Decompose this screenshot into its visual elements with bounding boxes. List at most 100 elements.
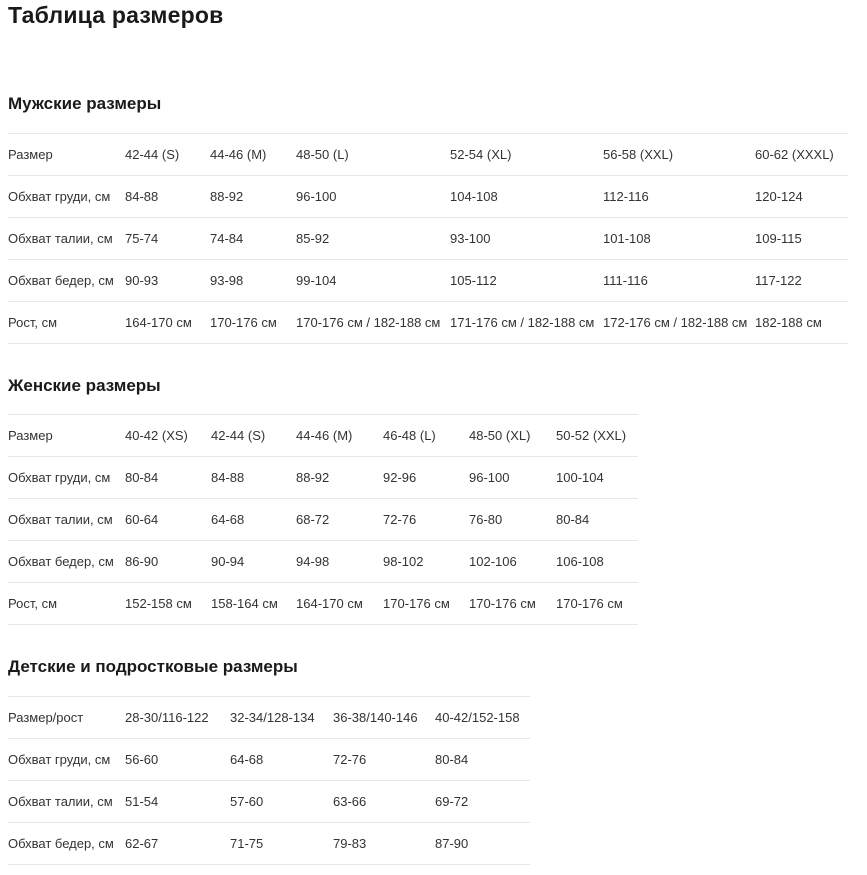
table-header-row: Размер/рост 28-30/116-122 32-34/128-134 36-…: [8, 696, 530, 738]
column-header: 50-52 (XXL): [556, 428, 627, 444]
row-label: Обхват груди, см: [8, 188, 111, 204]
table-row: Обхват талии, см 60-64 64-68 68-72 72-76 76-8…: [8, 498, 638, 541]
row-label: Обхват бедер, см: [8, 554, 114, 570]
table-cell: 170-176 см: [469, 596, 536, 612]
column-header: 56-58 (XXL): [603, 146, 674, 162]
table-cell: 92-96: [383, 470, 417, 486]
table-cell: 101-108: [603, 230, 651, 246]
table-row: Обхват груди, см 56-60 64-68 72-76 80-84: [8, 738, 530, 780]
row-label: Обхват талии, см: [8, 512, 113, 528]
table-cell: 96-100: [469, 470, 510, 486]
table-cell: 117-122: [755, 272, 802, 288]
column-header: 40-42/152-158: [435, 709, 520, 725]
table-row: Обхват груди, см 84-88 88-92 96-100 104-108 1…: [8, 175, 848, 217]
corner-header: Размер/рост: [8, 709, 84, 725]
section-heading-women: Женские размеры: [8, 375, 161, 395]
table-cell: 72-76: [333, 751, 367, 767]
table-cell: 57-60: [230, 793, 264, 809]
table-row: Рост, см 164-170 см 170-176 см 170-176 см /…: [8, 301, 848, 343]
spacer: [8, 28, 867, 62]
table-cell: 84-88: [125, 188, 159, 204]
row-label: Обхват бедер, см: [8, 835, 114, 851]
corner-header: Размер: [8, 428, 53, 444]
section-heading-men: Мужские размеры: [8, 94, 162, 114]
row-label: Обхват бедер, см: [8, 272, 114, 288]
table-cell: 90-93: [125, 272, 159, 288]
table-cell: 72-76: [383, 512, 417, 528]
table-cell: 99-104: [296, 272, 337, 288]
table-cell: 88-92: [296, 470, 330, 486]
table-cell: 171-176 см / 182-188 см: [450, 314, 595, 330]
section-women-sizes: Женские размеры Размер 40-42 (XS) 42-44 (S…: [8, 375, 867, 626]
column-header: 46-48 (L): [383, 428, 436, 444]
table-cell: 102-106: [469, 554, 517, 570]
table-cell: 96-100: [296, 188, 337, 204]
row-label: Обхват талии, см: [8, 230, 113, 246]
column-header: 40-42 (XS): [125, 428, 188, 444]
table-cell: 51-54: [125, 793, 159, 809]
table-cell: 68-72: [296, 512, 330, 528]
table-cell: 84-88: [211, 470, 245, 486]
table-cell: 90-94: [211, 554, 245, 570]
table-row: Обхват талии, см 75-74 74-84 85-92 93-100 101…: [8, 217, 848, 259]
row-label: Рост, см: [8, 314, 58, 330]
table-cell: 104-108: [450, 188, 498, 204]
column-header: 44-46 (M): [296, 428, 353, 444]
column-header: 52-54 (XL): [450, 146, 512, 162]
size-table: Размер 42-44 (S) 44-46 (M) 48-50 (L) 52-54 (…: [8, 133, 848, 344]
column-header: 36-38/140-146: [333, 709, 418, 725]
table-cell: 112-116: [603, 188, 649, 204]
table-cell: 158-164 см: [211, 596, 278, 612]
table-cell: 152-158 см: [125, 596, 192, 612]
kids-size-table-container: Размер/рост 28-30/116-122 32-34/128-134 36-…: [8, 696, 867, 865]
table-cell: 80-84: [556, 512, 590, 528]
table-cell: 170-176 см: [556, 596, 623, 612]
table-cell: 164-170 см: [125, 314, 192, 330]
column-header: 28-30/116-122: [125, 709, 209, 725]
table-cell: 100-104: [556, 470, 604, 486]
table-cell: 182-188 см: [755, 314, 822, 330]
table-cell: 172-176 см / 182-188 см: [603, 314, 748, 330]
page-title: Таблица размеров: [8, 2, 224, 28]
women-size-table-container: Размер 40-42 (XS) 42-44 (S) 44-46 (M) 46-48 …: [8, 414, 867, 626]
table-cell: 87-90: [435, 835, 469, 851]
table-cell: 111-116: [603, 272, 648, 288]
table-header-row: Размер 40-42 (XS) 42-44 (S) 44-46 (M) 46-48 …: [8, 414, 638, 457]
table-row: Обхват груди, см 80-84 84-88 88-92 92-96 96-1…: [8, 456, 638, 499]
table-cell: 60-64: [125, 512, 159, 528]
table-cell: 69-72: [435, 793, 469, 809]
table-cell: 71-75: [230, 835, 264, 851]
table-row: Обхват бедер, см 86-90 90-94 94-98 98-102 102…: [8, 540, 638, 583]
table-cell: 85-92: [296, 230, 330, 246]
column-header: 32-34/128-134: [230, 709, 315, 725]
table-cell: 93-100: [450, 230, 491, 246]
table-cell: 80-84: [435, 751, 469, 767]
table-cell: 93-98: [210, 272, 244, 288]
table-cell: 106-108: [556, 554, 604, 570]
table-row: Обхват талии, см 51-54 57-60 63-66 69-72: [8, 780, 530, 822]
table-cell: 170-176 см: [383, 596, 450, 612]
table-cell: 105-112: [450, 272, 497, 288]
table-cell: 64-68: [230, 751, 264, 767]
row-label: Обхват талии, см: [8, 793, 113, 809]
table-row: Обхват бедер, см 90-93 93-98 99-104 105-112 1…: [8, 259, 848, 301]
table-cell: 80-84: [125, 470, 159, 486]
table-cell: 170-176 см / 182-188 см: [296, 314, 441, 330]
table-cell: 94-98: [296, 554, 330, 570]
row-label: Обхват груди, см: [8, 470, 111, 486]
column-header: 42-44 (S): [125, 146, 180, 162]
table-row: Обхват бедер, см 62-67 71-75 79-83 87-90: [8, 822, 530, 864]
men-size-table-container: Размер 42-44 (S) 44-46 (M) 48-50 (L) 52-54 (…: [8, 133, 867, 344]
table-row: Рост, см 152-158 см 158-164 см 164-170 см 17…: [8, 582, 638, 625]
size-table: Размер 40-42 (XS) 42-44 (S) 44-46 (M) 46-48 …: [8, 414, 638, 626]
table-cell: 170-176 см: [210, 314, 277, 330]
table-cell: 56-60: [125, 751, 159, 767]
row-label: Обхват груди, см: [8, 751, 111, 767]
table-cell: 74-84: [210, 230, 244, 246]
section-men-sizes: Мужские размеры Размер 42-44 (S) 44-46 (M)…: [8, 94, 867, 344]
table-header-row: Размер 42-44 (S) 44-46 (M) 48-50 (L) 52-54 (…: [8, 133, 848, 175]
size-table: Размер/рост 28-30/116-122 32-34/128-134 36-…: [8, 696, 530, 865]
table-cell: 164-170 см: [296, 596, 363, 612]
table-cell: 88-92: [210, 188, 244, 204]
